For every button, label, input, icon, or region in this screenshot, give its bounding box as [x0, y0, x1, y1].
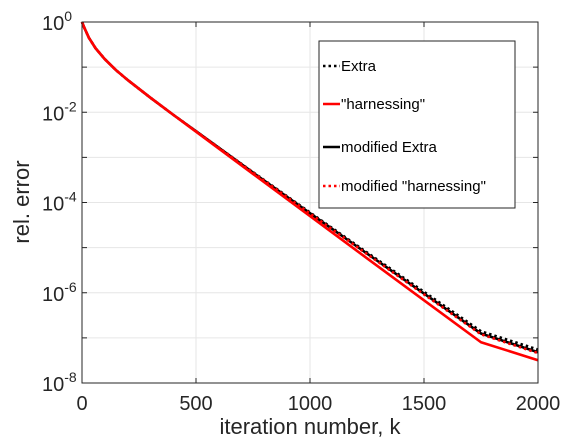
x-tick-label: 500 [179, 393, 212, 415]
y-tick-exponent: -4 [64, 189, 77, 205]
legend-label-2: modified Extra [341, 139, 438, 156]
y-tick-label: 10-6 [42, 279, 77, 306]
legend-label-0: Extra [341, 58, 377, 75]
y-tick-label: 100 [42, 8, 72, 35]
y-tick-exponent: 0 [64, 8, 72, 24]
series-lines [80, 21, 539, 362]
axis-ticks [81, 21, 539, 384]
x-tick-label: 2000 [516, 393, 561, 415]
y-tick-exponent: -6 [64, 279, 77, 295]
y-tick-base: 10 [42, 284, 64, 306]
y-tick-base: 10 [42, 194, 64, 216]
y-tick-label: 10-8 [42, 369, 77, 396]
x-tick-label: 0 [76, 393, 87, 415]
series-line-1 [80, 21, 539, 362]
y-tick-label: 10-2 [42, 98, 77, 125]
y-tick-exponent: -2 [64, 98, 77, 114]
legend-label-1: "harnessing" [341, 96, 425, 113]
legend: Extra "harnessing" modified Extra modified … [318, 40, 516, 209]
y-tick-base: 10 [42, 103, 64, 125]
y-axis-label: rel. error [9, 160, 34, 243]
x-tick-label: 1500 [402, 393, 447, 415]
x-tick-label: 1000 [288, 393, 333, 415]
x-axis-label: iteration number, k [220, 414, 402, 439]
y-tick-label: 10-4 [42, 189, 77, 216]
y-tick-base: 10 [42, 374, 64, 396]
legend-label-3: modified "harnessing" [341, 178, 486, 195]
legend-box [318, 40, 516, 209]
x-tick-labels: 0 500 1000 1500 2000 [76, 393, 560, 415]
y-tick-exponent: -8 [64, 369, 77, 385]
y-tick-base: 10 [42, 13, 64, 35]
